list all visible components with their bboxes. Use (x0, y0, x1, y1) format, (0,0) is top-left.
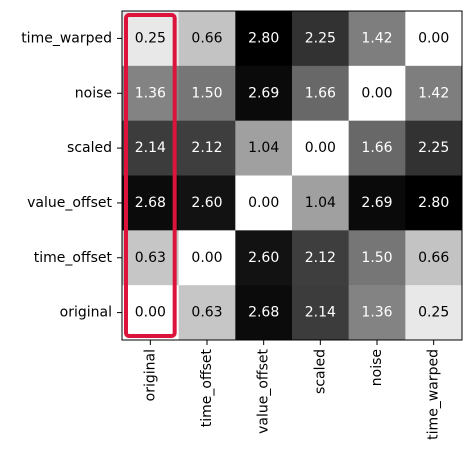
x-tick-label-scaled: scaled (312, 349, 328, 394)
heatmap-cell-noise-value-offset (235, 65, 293, 121)
x-tick-labels: original time_offset value_offset scaled noi… (142, 349, 441, 440)
heatmap-cell-time-warped-noise (348, 11, 406, 67)
heatmap-cell-noise-noise (348, 65, 406, 121)
heatmap-cell-time-offset-scaled (292, 230, 349, 286)
cell-value-label: 2.25 (305, 30, 336, 46)
heatmap-cell-value-offset-time-warped (405, 175, 463, 231)
heatmap-cell-scaled-time-warped (405, 120, 463, 176)
cell-value-label: 2.25 (418, 140, 449, 156)
y-tick-label-time-warped: time_warped (21, 30, 112, 46)
heatmap-cell-time-warped-time-offset (178, 11, 236, 67)
cell-value-label: 1.66 (361, 140, 392, 156)
cell-value-label: 2.60 (191, 195, 222, 211)
heatmap-cell-value-offset-scaled (292, 175, 349, 231)
cell-value-label: 2.12 (305, 250, 336, 266)
heatmap-cell-noise-original (122, 65, 179, 121)
heatmap-cell-original-value-offset (235, 285, 293, 341)
x-tick-label-value-offset: value_offset (256, 349, 272, 434)
axis-ticks (117, 37, 435, 345)
cell-value-label: 1.66 (305, 85, 336, 101)
cell-value-label: 0.63 (191, 305, 222, 321)
cell-value-label: 0.25 (418, 305, 449, 321)
heatmap-cell-value-offset-value-offset (235, 175, 293, 231)
x-tick-label-time-warped: time_warped (426, 349, 442, 440)
heatmap-cells: 0.25 0.66 2.80 2.25 1.42 0.00 1.36 1.50 2.69 1.66… (122, 11, 463, 341)
heatmap-cell-time-warped-scaled (292, 11, 349, 67)
cell-value-label: 2.14 (135, 140, 166, 156)
heatmap-cell-original-scaled (292, 285, 349, 341)
heatmap-cell-noise-scaled (292, 65, 349, 121)
x-tick-label-original: original (142, 349, 158, 401)
cell-value-label: 2.80 (418, 195, 449, 211)
cell-value-label: 2.14 (305, 305, 336, 321)
heatmap-cell-time-warped-time-warped (405, 11, 463, 67)
heatmap-cell-original-noise (348, 285, 406, 341)
cell-value-label: 0.66 (191, 30, 222, 46)
heatmap-cell-scaled-time-offset (178, 120, 236, 176)
cell-value-label: 1.42 (361, 30, 392, 46)
heatmap-cell-noise-time-offset (178, 65, 236, 121)
heatmap-cell-noise-time-warped (405, 65, 463, 121)
cell-value-label: 2.68 (248, 305, 279, 321)
cell-value-label: 2.60 (248, 250, 279, 266)
y-tick-label-original: original (60, 305, 112, 321)
cell-value-label: 1.50 (361, 250, 392, 266)
cell-value-label: 0.00 (248, 195, 279, 211)
heatmap-cell-time-offset-original (122, 230, 179, 286)
heatmap-cell-scaled-value-offset (235, 120, 293, 176)
x-tick-label-noise: noise (369, 349, 385, 386)
heatmap-cell-time-offset-time-warped (405, 230, 463, 286)
y-tick-label-scaled: scaled (67, 140, 112, 156)
heatmap-cell-original-original (122, 285, 179, 341)
cell-value-label: 2.69 (361, 195, 392, 211)
cell-value-label: 1.36 (361, 305, 392, 321)
heatmap-cell-time-offset-value-offset (235, 230, 293, 286)
heatmap-cell-original-time-offset (178, 285, 236, 341)
heatmap-cell-value-offset-noise (348, 175, 406, 231)
heatmap-cell-time-offset-noise (348, 230, 406, 286)
y-tick-label-time-offset: time_offset (34, 250, 113, 266)
cell-value-label: 0.00 (418, 30, 449, 46)
cell-value-label: 0.25 (135, 30, 166, 46)
cell-value-label: 0.66 (418, 250, 449, 266)
cell-value-label: 2.69 (248, 85, 279, 101)
cell-value-label: 2.80 (248, 30, 279, 46)
plot-frame (121, 10, 463, 341)
heatmap-cell-scaled-original (122, 120, 179, 176)
cell-value-label: 0.00 (305, 140, 336, 156)
cell-value-label: 0.00 (361, 85, 392, 101)
cell-value-label: 0.63 (135, 250, 166, 266)
cell-value-label: 1.36 (135, 85, 166, 101)
heatmap-cell-scaled-scaled (292, 120, 349, 176)
cell-value-label: 1.04 (248, 140, 279, 156)
highlight-column-box (124, 13, 177, 338)
y-tick-label-noise: noise (75, 85, 112, 101)
x-tick-label-time-offset: time_offset (199, 349, 215, 428)
cell-value-label: 0.00 (135, 305, 166, 321)
cell-value-label: 1.04 (305, 195, 336, 211)
cell-value-label: 2.12 (191, 140, 222, 156)
heatmap-cell-value-offset-time-offset (178, 175, 236, 231)
cell-value-label: 0.00 (191, 250, 222, 266)
cell-value-label: 1.50 (191, 85, 222, 101)
y-tick-label-value-offset: value_offset (27, 195, 112, 211)
heatmap-cell-time-offset-time-offset (178, 230, 236, 286)
cell-value-label: 1.42 (418, 85, 449, 101)
heatmap-cell-time-warped-original (122, 11, 179, 67)
heatmap-cell-value-offset-original (122, 175, 179, 231)
heatmap-cell-original-time-warped (405, 285, 463, 341)
heatmap-cell-time-warped-value-offset (235, 11, 293, 67)
heatmap-cell-scaled-noise (348, 120, 406, 176)
cell-value-label: 2.68 (135, 195, 166, 211)
